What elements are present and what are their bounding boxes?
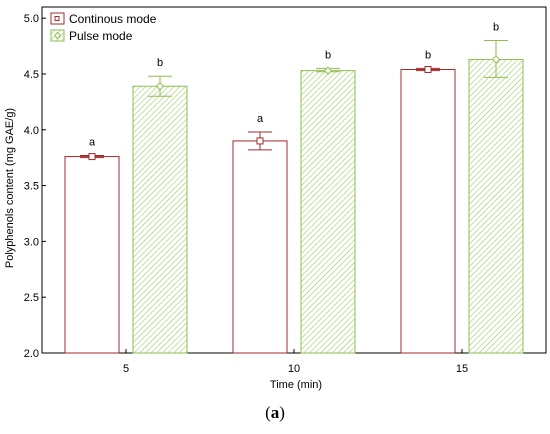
caption-open: ( [265, 403, 271, 422]
y-tick-label: 3.5 [24, 181, 39, 193]
x-tick-label: 15 [456, 363, 468, 375]
x-tick-label: 5 [123, 363, 129, 375]
data-point-square [256, 137, 264, 145]
y-axis-label: Polyphenols content (mg GAE/g) [4, 108, 16, 268]
y-tick-label: 4.5 [24, 69, 39, 81]
caption-letter: a [270, 403, 280, 422]
legend-label: Pulse mode [69, 29, 133, 43]
y-tick-label: 5.0 [24, 13, 39, 25]
y-tick-label: 3.0 [24, 236, 39, 248]
x-axis-label: Time (min) [270, 379, 322, 391]
y-tick-label: 2.0 [24, 348, 39, 360]
data-point-diamond [491, 55, 501, 64]
bar-pulse-mode [468, 58, 524, 354]
bar-continous-mode [400, 69, 456, 354]
significance-label: b [157, 57, 163, 69]
data-point-diamond [155, 82, 165, 91]
data-point-square [424, 66, 432, 74]
y-tick-label: 4.0 [24, 125, 39, 137]
legend-label: Continous mode [69, 12, 157, 26]
data-point-square [88, 153, 96, 161]
data-point-diamond [323, 66, 333, 75]
significance-label: b [325, 49, 331, 61]
bar-pulse-mode [132, 85, 188, 354]
bar-pulse-mode [300, 70, 356, 354]
polyphenols-bar-chart: 2.0 2.5 3.0 3.5 4.0 4.5 5.0 5 a b 10 a b 15 b b Continou… [4, 6, 547, 391]
bar-continous-mode [232, 140, 288, 354]
figure-caption: (a) [0, 403, 550, 423]
caption-close: ) [279, 403, 285, 422]
significance-label: a [257, 113, 264, 125]
y-tick-label: 2.5 [24, 292, 39, 304]
significance-label: b [493, 21, 499, 33]
significance-label: b [425, 49, 431, 61]
x-tick-label: 10 [288, 363, 300, 375]
bar-continous-mode [64, 156, 120, 354]
legend-marker-diamond [53, 31, 62, 40]
significance-label: a [89, 136, 96, 148]
legend-marker-square [54, 16, 60, 21]
